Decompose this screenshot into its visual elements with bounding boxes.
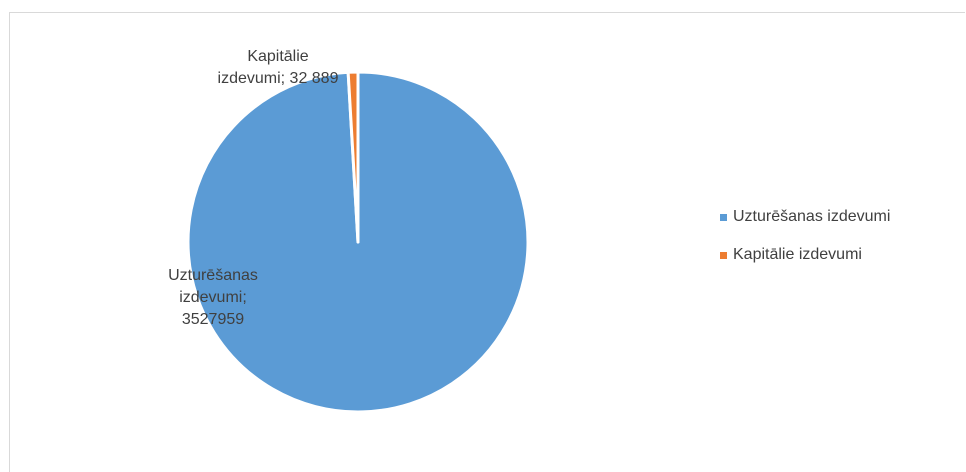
legend-item-kapitalie: Kapitālie izdevumi bbox=[720, 244, 890, 266]
legend-item-uzturesanas: Uzturēšanas izdevumi bbox=[720, 206, 890, 228]
pie-slice-kapitalie bbox=[346, 70, 360, 244]
legend-label-uzturesanas: Uzturēšanas izdevumi bbox=[733, 208, 891, 225]
data-label-uzturesanas-line-3: 3527959 bbox=[181, 311, 245, 328]
legend-swatch-kapitalie bbox=[720, 251, 727, 259]
chart-legend: Uzturēšanas izdevumi Kapitālie izdevumi bbox=[720, 206, 890, 282]
data-label-uzturesanas: Uzturēšanas izdevumi; 3527959 bbox=[148, 265, 278, 331]
legend-swatch-uzturesanas bbox=[720, 213, 727, 221]
legend-label-kapitalie: Kapitālie izdevumi bbox=[733, 246, 862, 263]
data-label-kapitalie: Kapitālie izdevumi; 32 889 bbox=[188, 46, 368, 90]
data-label-uzturesanas-line-1: Uzturēšanas bbox=[168, 267, 258, 284]
data-label-kapitalie-line-2: izdevumi; 32 889 bbox=[217, 70, 339, 87]
data-label-uzturesanas-line-2: izdevumi; bbox=[179, 289, 247, 306]
data-label-kapitalie-line-1: Kapitālie bbox=[247, 48, 309, 65]
